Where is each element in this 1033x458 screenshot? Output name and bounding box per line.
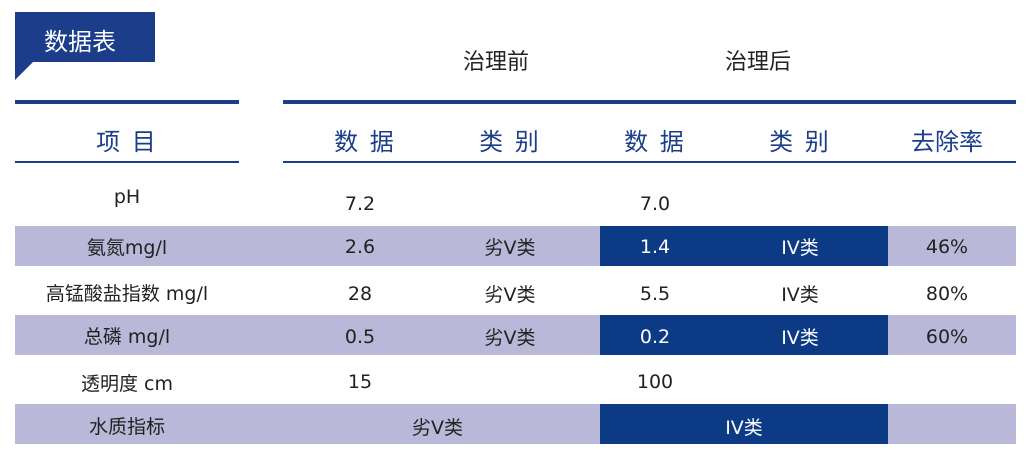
row-before-class: 劣V类 <box>484 237 536 259</box>
row-removal: 80% <box>925 283 969 305</box>
row-after-data: 1.4 <box>639 236 671 258</box>
row-before-data: 0.5 <box>344 326 376 348</box>
group-after: 治理后 <box>725 50 792 75</box>
highlight-cell <box>600 226 888 266</box>
row-before-class: 劣V类 <box>484 284 536 306</box>
col-header-after-class: 类 别 <box>769 128 831 156</box>
row-after-data: 7.0 <box>639 193 671 215</box>
subheader-rule-left <box>15 161 239 163</box>
col-header-after-data: 数 据 <box>624 128 686 156</box>
highlight-cell <box>600 404 888 444</box>
highlight-cell <box>600 315 888 355</box>
row-before-data: 7.2 <box>344 193 376 215</box>
row-before-data: 2.6 <box>344 236 376 258</box>
section-tag-label: 数据表 <box>44 28 116 56</box>
col-header-removal: 去除率 <box>911 128 983 156</box>
row-before-data: 15 <box>347 371 373 393</box>
row-after-class: IV类 <box>781 327 819 349</box>
header-rule-right <box>283 100 1016 104</box>
summary-before: 劣V类 <box>412 417 463 439</box>
row-after-class: IV类 <box>781 284 819 306</box>
row-after-data: 0.2 <box>639 326 671 348</box>
row-before-data: 28 <box>347 283 373 305</box>
row-item: 高锰酸盐指数 mg/l <box>45 283 209 305</box>
row-item: 透明度 cm <box>81 373 173 395</box>
row-after-data: 5.5 <box>639 283 671 305</box>
col-header-item: 项 目 <box>96 128 158 156</box>
summary-after: IV类 <box>725 417 763 439</box>
header-rule-left <box>15 100 239 104</box>
section-tag <box>15 12 155 80</box>
group-before: 治理前 <box>463 50 530 75</box>
row-item: pH <box>113 186 141 208</box>
col-header-before-class: 类 别 <box>479 128 541 156</box>
row-item: 总磷 mg/l <box>83 326 171 348</box>
subheader-rule-right <box>283 161 1016 163</box>
row-item: 氨氮mg/l <box>86 237 168 259</box>
summary-item: 水质指标 <box>88 416 165 438</box>
row-before-class: 劣V类 <box>484 327 536 349</box>
row-after-class: IV类 <box>781 237 819 259</box>
col-header-before-data: 数 据 <box>334 128 396 156</box>
row-after-data: 100 <box>636 371 674 393</box>
row-removal: 60% <box>925 326 969 348</box>
row-removal: 46% <box>925 236 969 258</box>
